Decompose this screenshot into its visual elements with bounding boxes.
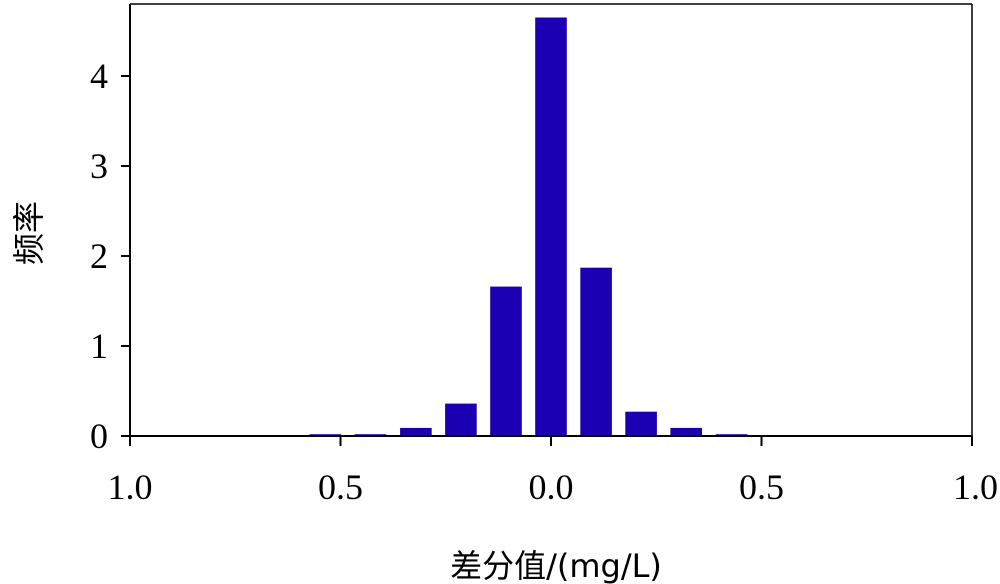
histogram-bar <box>400 427 432 436</box>
y-tick-label: 2 <box>90 236 108 276</box>
bars-group <box>309 17 748 436</box>
y-tick-label: 1 <box>90 326 108 366</box>
y-ticks: 0 1 2 3 4 <box>90 56 130 456</box>
y-tick-label: 0 <box>90 416 108 456</box>
histogram-bar <box>535 17 567 436</box>
x-tick-label: 1.0 <box>953 467 998 507</box>
x-tick-label: 0.0 <box>529 467 574 507</box>
y-axis-label: 频率 <box>10 201 48 265</box>
y-tick-label: 3 <box>90 146 108 186</box>
x-tick-label: 1.0 <box>108 467 153 507</box>
histogram-bar <box>670 427 702 436</box>
y-tick-label: 4 <box>90 56 108 96</box>
x-tick-label: 0.5 <box>318 467 363 507</box>
x-axis-label: 差分值/(mg/L) <box>450 547 662 584</box>
histogram-bar <box>490 286 522 436</box>
x-tick-label: 0.5 <box>739 467 784 507</box>
histogram-bar <box>445 403 477 436</box>
x-ticks: 1.0 0.5 0.0 0.5 1.0 <box>108 436 998 507</box>
histogram-bar <box>625 411 657 436</box>
histogram-bar <box>580 267 612 436</box>
